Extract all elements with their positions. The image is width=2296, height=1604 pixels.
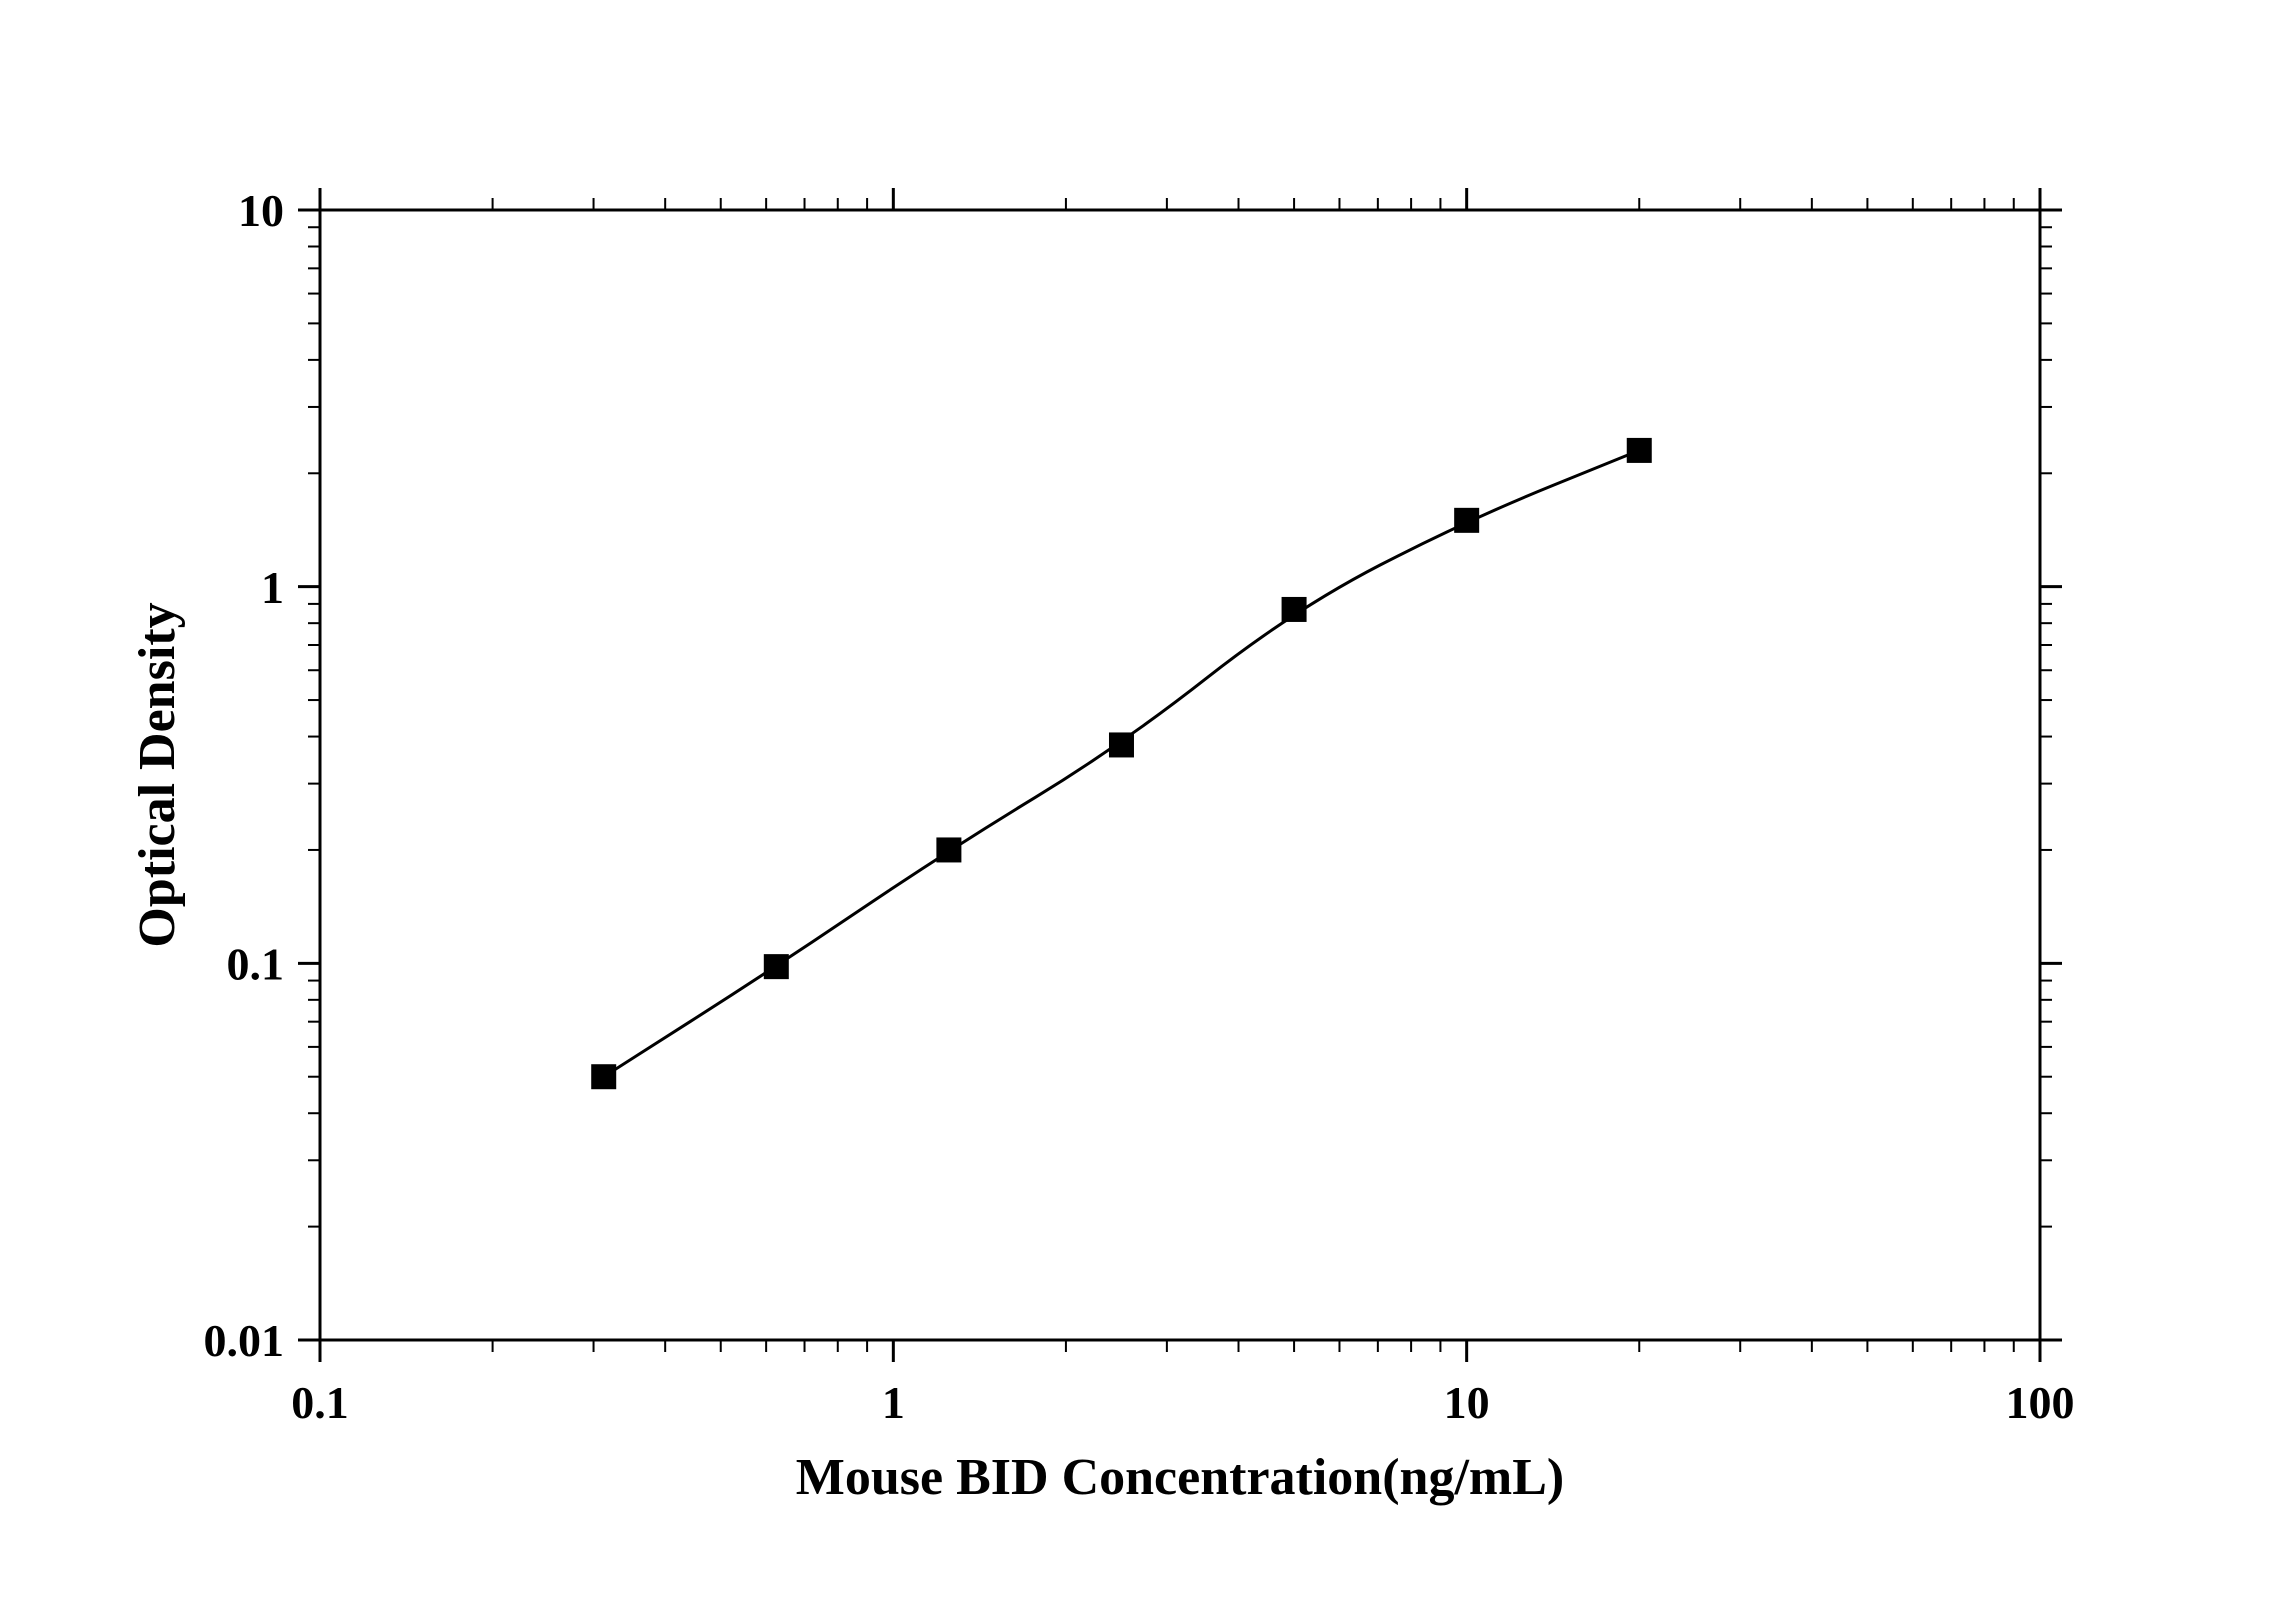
data-marker bbox=[1455, 508, 1479, 532]
x-axis-label: Mouse BID Concentration(ng/mL) bbox=[796, 1449, 1564, 1506]
chart-container: 0.11101000.010.1110Mouse BID Concentrati… bbox=[0, 0, 2296, 1604]
y-tick-label: 0.01 bbox=[204, 1315, 285, 1366]
plot-border bbox=[320, 210, 2040, 1340]
data-marker bbox=[1109, 733, 1133, 757]
chart-svg: 0.11101000.010.1110Mouse BID Concentrati… bbox=[0, 0, 2296, 1604]
y-tick-label: 0.1 bbox=[227, 938, 285, 989]
data-marker bbox=[764, 955, 788, 979]
data-marker bbox=[1282, 597, 1306, 621]
y-axis-label: Optical Density bbox=[129, 602, 186, 947]
series-line bbox=[604, 450, 1640, 1076]
data-marker bbox=[1627, 438, 1651, 462]
data-marker bbox=[592, 1065, 616, 1089]
data-marker bbox=[937, 838, 961, 862]
y-tick-label: 1 bbox=[261, 562, 284, 613]
x-tick-label: 100 bbox=[2006, 1377, 2075, 1428]
x-tick-label: 10 bbox=[1444, 1377, 1490, 1428]
x-tick-label: 0.1 bbox=[291, 1377, 349, 1428]
x-tick-label: 1 bbox=[882, 1377, 905, 1428]
y-tick-label: 10 bbox=[238, 185, 284, 236]
